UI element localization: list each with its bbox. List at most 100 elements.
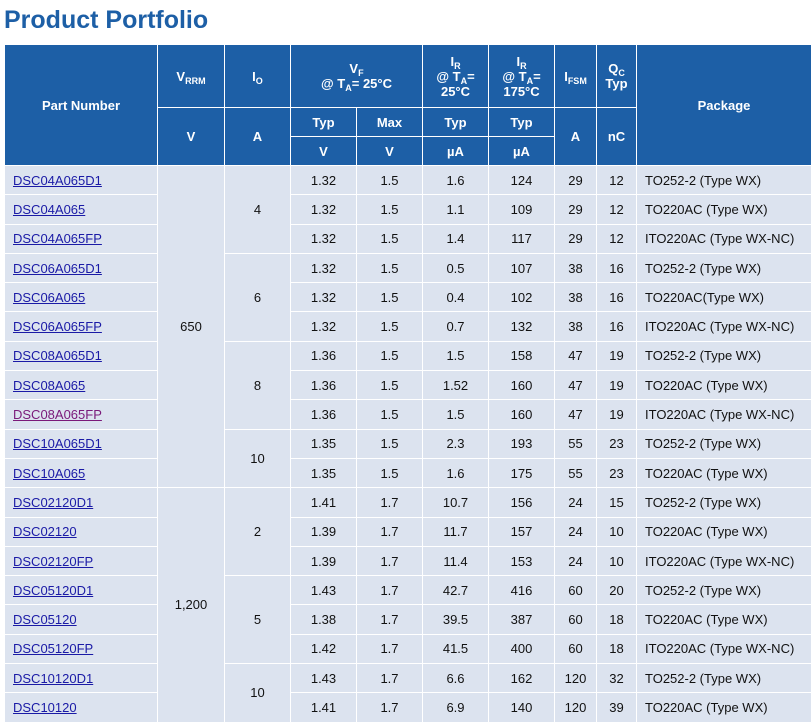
table-wrap: Part Number VRRM IO VF @ TA= 25°C IR @ TA=… [4, 44, 811, 724]
header-text: V [176, 68, 186, 84]
header-cell: VRRM [157, 44, 225, 108]
header-cell: IR @ TA= 175°C [488, 44, 555, 108]
part-link[interactable]: DSC06A065D1 [13, 260, 102, 276]
ir-25-cell: 1.5 [422, 340, 489, 372]
part-cell: DSC08A065 [4, 370, 158, 401]
part-link[interactable]: DSC10120 [13, 699, 77, 715]
header-sub: F [358, 68, 364, 78]
header-cell: Typ [488, 107, 555, 137]
package-cell: TO220AC (Type WX) [636, 604, 811, 635]
header-text: Part Number [41, 97, 121, 113]
header-text: I [564, 68, 568, 84]
qc-cell: 18 [596, 633, 637, 665]
io-cell: 8 [224, 340, 291, 430]
ir-175-cell: 124 [488, 164, 555, 196]
header-text: V [349, 61, 359, 76]
vf-max-cell: 1.7 [356, 692, 423, 723]
io-cell: 4 [224, 165, 291, 254]
vf-typ-cell: 1.42 [290, 633, 357, 665]
part-link[interactable]: DSC06A065FP [13, 319, 102, 335]
part-link[interactable]: DSC05120 [13, 612, 77, 628]
part-link[interactable]: DSC04A065FP [13, 231, 102, 247]
header-cell: nC [596, 107, 637, 166]
ifsm-cell: 120 [554, 663, 597, 694]
part-link[interactable]: DSC02120D1 [13, 494, 94, 510]
ir-25-cell: 1.5 [422, 399, 489, 430]
package-cell: TO252-2 (Type WX) [636, 575, 811, 606]
table-row: DSC10120 1.41 1.7 6.9 140 120 39 TO220AC (Type … [4, 692, 811, 723]
vf-max-cell: 1.5 [356, 252, 423, 284]
vf-max-cell: 1.5 [356, 340, 423, 372]
part-link[interactable]: DSC08A065D1 [13, 348, 102, 364]
vf-max-cell: 1.5 [356, 194, 423, 225]
ir-25-cell: 11.4 [422, 545, 489, 577]
part-link[interactable]: DSC10A065 [13, 465, 86, 481]
io-cell: 5 [224, 575, 291, 665]
header-cell: IR @ TA= 25°C [422, 44, 489, 108]
qc-cell: 23 [596, 457, 637, 489]
table-row: DSC02120FP 1.39 1.7 11.4 153 24 10 ITO220AC (Ty… [4, 545, 811, 577]
table-row: DSC10A065 1.35 1.5 1.6 175 55 23 TO220AC (Type … [4, 457, 811, 489]
vf-max-cell: 1.7 [356, 487, 423, 518]
ir-25-cell: 11.7 [422, 516, 489, 547]
part-cell: DSC10A065 [4, 457, 158, 489]
header-text: @ T [321, 76, 346, 91]
header-cell: IFSM [554, 44, 597, 108]
vf-max-cell: 1.7 [356, 663, 423, 694]
table-row: DSC04A065FP 1.32 1.5 1.4 117 29 12 ITO220AC (Ty… [4, 223, 811, 254]
ifsm-cell: 55 [554, 428, 597, 459]
part-link[interactable]: DSC08A065 [13, 377, 86, 393]
header-cell: Typ [422, 107, 489, 137]
vf-max-cell: 1.7 [356, 633, 423, 665]
package-cell: TO220AC (Type WX) [636, 370, 811, 401]
header-text: Q [608, 61, 619, 76]
portfolio-table: Part Number VRRM IO VF @ TA= 25°C IR @ TA=… [4, 44, 811, 723]
ifsm-cell: 60 [554, 575, 597, 606]
ir-175-cell: 158 [488, 340, 555, 372]
io-cell: 10 [224, 663, 291, 723]
ir-175-cell: 109 [488, 194, 555, 225]
table-row: DSC02120D1 1,200 2 1.41 1.7 10.7 156 24 15 TO252-… [4, 487, 811, 723]
part-cell: DSC06A065D1 [4, 252, 158, 284]
part-link[interactable]: DSC05120D1 [13, 582, 94, 598]
qc-cell: 10 [596, 516, 637, 547]
ifsm-cell: 29 [554, 223, 597, 254]
ifsm-cell: 55 [554, 457, 597, 489]
vf-typ-cell: 1.39 [290, 516, 357, 547]
part-link[interactable]: DSC10120D1 [13, 670, 94, 686]
ifsm-cell: 47 [554, 399, 597, 430]
ir-25-cell: 39.5 [422, 604, 489, 635]
qc-cell: 18 [596, 604, 637, 635]
io-cell: 2 [224, 487, 291, 577]
ifsm-cell: 60 [554, 633, 597, 665]
package-cell: TO252-2 (Type WX) [636, 428, 811, 459]
table-row: DSC05120D1 5 1.43 1.7 42.7 416 60 20 TO252-2 (Ty… [4, 575, 811, 665]
header-sub: A [526, 75, 534, 86]
part-link[interactable]: DSC02120 [13, 524, 77, 540]
ir-175-cell: 160 [488, 370, 555, 401]
table-row: DSC10A065D1 10 1.35 1.5 2.3 193 55 23 TO252-2 (T… [4, 428, 811, 489]
part-link[interactable]: DSC10A065D1 [13, 436, 102, 452]
part-link[interactable]: DSC08A065FP [13, 407, 102, 423]
part-link[interactable]: DSC04A065D1 [13, 172, 102, 188]
part-link[interactable]: DSC06A065 [13, 289, 86, 305]
qc-cell: 20 [596, 575, 637, 606]
qc-cell: 39 [596, 692, 637, 723]
part-link[interactable]: DSC05120FP [13, 641, 94, 657]
header-sub: R [454, 60, 461, 71]
package-cell: TO220AC (Type WX) [636, 457, 811, 489]
header-sub: R [520, 60, 527, 71]
header-cell: A [224, 107, 291, 166]
ir-175-cell: 140 [488, 692, 555, 723]
part-link[interactable]: DSC04A065 [13, 201, 86, 217]
table-row: DSC05120FP 1.42 1.7 41.5 400 60 18 ITO220AC (Ty… [4, 633, 811, 665]
package-cell: TO252-2 (Type WX) [636, 252, 811, 284]
vf-max-cell: 1.5 [356, 282, 423, 313]
ir-175-cell: 102 [488, 282, 555, 313]
part-link[interactable]: DSC02120FP [13, 553, 94, 569]
ir-25-cell: 6.9 [422, 692, 489, 723]
header-sub: FSM [567, 75, 587, 86]
header-text: = [533, 68, 541, 84]
io-cell: 10 [224, 428, 291, 489]
ir-25-cell: 6.6 [422, 663, 489, 694]
